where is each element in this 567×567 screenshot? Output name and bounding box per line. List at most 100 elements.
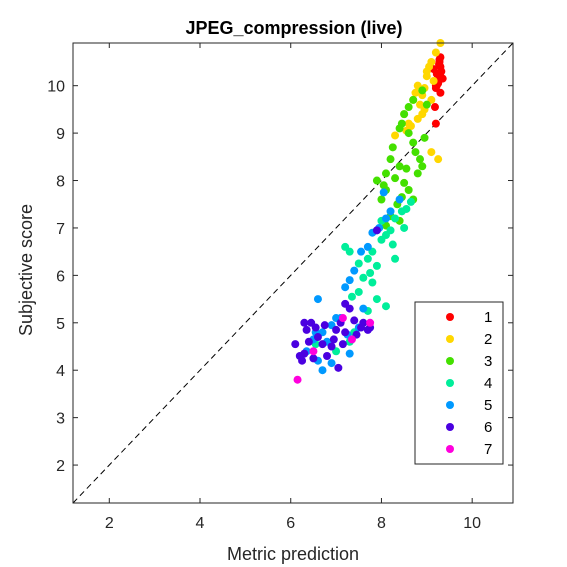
data-point: [395, 124, 404, 133]
data-point: [422, 72, 431, 81]
data-point: [300, 318, 309, 327]
legend-label: 1: [484, 309, 492, 326]
data-point: [391, 131, 400, 140]
data-point: [350, 266, 359, 275]
data-point: [357, 247, 366, 256]
data-point: [320, 321, 329, 330]
legend-label: 6: [484, 419, 492, 436]
y-axis-label: Subjective score: [16, 204, 36, 336]
data-point: [327, 342, 336, 351]
data-point: [400, 223, 409, 232]
data-point: [372, 295, 381, 304]
data-point: [338, 340, 347, 349]
data-point: [418, 86, 427, 95]
data-point: [411, 148, 420, 157]
data-point: [430, 103, 439, 112]
data-point: [341, 328, 350, 337]
x-tick-label: 2: [105, 515, 114, 532]
data-point: [434, 155, 443, 164]
data-point: [427, 148, 436, 157]
data-point: [425, 62, 434, 71]
data-point: [388, 143, 397, 152]
data-point: [431, 119, 440, 128]
data-point: [345, 349, 354, 358]
data-point: [377, 195, 386, 204]
data-point: [386, 207, 395, 216]
data-point: [300, 349, 309, 358]
data-point: [357, 323, 366, 332]
legend-entry: 3: [446, 353, 492, 370]
data-point: [372, 176, 381, 185]
data-point: [400, 178, 409, 187]
legend-marker: [446, 379, 454, 387]
data-point: [327, 359, 336, 368]
data-point: [404, 103, 413, 112]
data-point: [409, 95, 418, 104]
plot-area: 2 4 6 8 10 2 3 4 5 6 7 8 9 10: [47, 39, 514, 532]
data-point: [341, 242, 350, 251]
data-point: [406, 121, 415, 130]
data-point: [435, 55, 444, 64]
data-point: [309, 354, 318, 363]
data-point: [379, 188, 388, 197]
legend-label: 5: [484, 397, 492, 414]
y-tick-label: 9: [56, 126, 65, 143]
data-point: [347, 335, 356, 344]
data-point: [368, 278, 377, 287]
data-point: [313, 295, 322, 304]
legend-marker: [446, 445, 454, 453]
y-tick-label: 2: [56, 458, 65, 475]
data-point: [372, 226, 381, 235]
data-point: [416, 155, 425, 164]
data-point: [291, 340, 300, 349]
y-tick-label: 10: [47, 79, 65, 96]
x-axis-ticks: 2 4 6 8 10: [105, 43, 481, 532]
data-point: [413, 169, 422, 178]
data-point: [304, 337, 313, 346]
data-point: [350, 316, 359, 325]
legend-entry: 5: [446, 397, 492, 414]
x-tick-label: 6: [286, 515, 295, 532]
data-point: [404, 186, 413, 195]
legend: 1 2 3 4 5 6 7: [414, 301, 504, 465]
legend-marker: [446, 335, 454, 343]
data-point: [400, 110, 409, 119]
data-point: [313, 333, 322, 342]
data-point: [402, 164, 411, 173]
data-point: [334, 363, 343, 372]
data-point: [395, 195, 404, 204]
x-tick-label: 4: [196, 515, 205, 532]
legend-entry: 2: [446, 331, 492, 348]
data-point: [302, 325, 311, 334]
data-point: [409, 138, 418, 147]
data-point: [293, 375, 302, 384]
x-axis-label: Metric prediction: [227, 544, 359, 564]
y-axis-ticks: 2 3 4 5 6 7 8 9 10: [47, 79, 513, 475]
data-point: [386, 155, 395, 164]
data-point: [354, 287, 363, 296]
legend-entry: 1: [446, 309, 492, 326]
data-point: [397, 207, 406, 216]
legend-label: 7: [484, 441, 492, 458]
data-point: [381, 302, 390, 311]
data-point: [420, 133, 429, 142]
data-point: [341, 283, 350, 292]
data-point: [332, 325, 341, 334]
data-point: [436, 88, 445, 97]
y-tick-label: 4: [56, 363, 65, 380]
series-1: [429, 53, 447, 128]
legend-marker: [446, 313, 454, 321]
y-tick-label: 5: [56, 316, 65, 333]
axes-frame: [72, 42, 514, 504]
data-point: [363, 242, 372, 251]
data-point: [366, 269, 375, 277]
data-point: [422, 100, 431, 109]
data-point: [363, 254, 372, 263]
data-point: [347, 292, 356, 301]
data-point: [323, 351, 332, 360]
data-point: [318, 340, 327, 349]
data-point: [418, 162, 427, 171]
legend-box: [414, 301, 504, 465]
data-point: [404, 129, 413, 138]
